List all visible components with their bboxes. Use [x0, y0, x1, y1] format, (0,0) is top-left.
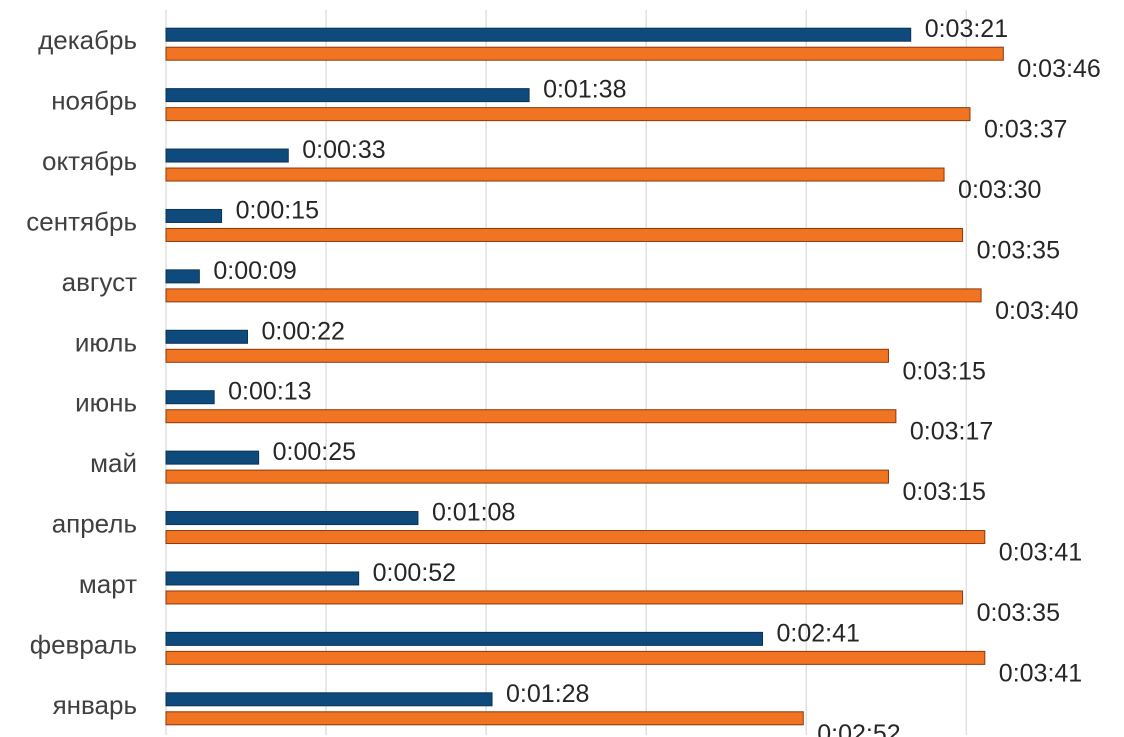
data-labels: 0:01:28 0:02:52 0:02:41 0:03:41 0:00:52 0:03:… — [213, 15, 1100, 737]
data-label: 0:03:41 — [999, 539, 1082, 567]
data-label: 0:00:09 — [213, 257, 296, 285]
category-label: февраль — [30, 629, 137, 659]
bar-series-2 — [165, 650, 986, 665]
bar-series-2 — [165, 348, 889, 363]
bar-series-1 — [165, 692, 493, 707]
bar-series-2 — [165, 107, 971, 122]
bar-series-1 — [165, 511, 419, 526]
data-label: 0:03:15 — [902, 357, 985, 385]
data-label: 0:03:17 — [910, 418, 993, 446]
bar-series-1 — [165, 390, 215, 405]
bar-series-1 — [165, 631, 764, 646]
bar-series-2 — [165, 46, 1004, 61]
data-label: 0:02:52 — [817, 720, 900, 737]
category-label: апрель — [52, 509, 137, 539]
bar-series-1 — [165, 88, 530, 103]
category-label: июнь — [75, 388, 137, 418]
data-label: 0:02:41 — [777, 619, 860, 647]
category-label: ноябрь — [51, 86, 137, 116]
bar-series-2 — [165, 590, 964, 605]
category-label: август — [62, 267, 137, 297]
bar-series-2 — [165, 167, 945, 182]
data-label: 0:03:37 — [984, 116, 1067, 144]
bar-series-2 — [165, 409, 897, 424]
bar-series-1 — [165, 269, 200, 284]
data-label: 0:00:52 — [373, 559, 456, 587]
data-label: 0:00:25 — [273, 438, 356, 466]
data-label: 0:03:41 — [999, 659, 1082, 687]
gridlines — [165, 10, 967, 735]
bar-series-1 — [165, 208, 223, 223]
category-label: декабрь — [38, 25, 137, 55]
data-label: 0:03:35 — [977, 599, 1060, 627]
category-label: январь — [53, 690, 137, 720]
data-label: 0:03:15 — [902, 478, 985, 506]
bar-series-1 — [165, 450, 260, 465]
bar-series-2 — [165, 530, 986, 545]
bar-series-1 — [165, 27, 912, 42]
bar-series-2 — [165, 227, 964, 242]
data-label: 0:03:30 — [958, 176, 1041, 204]
data-label: 0:01:28 — [506, 680, 589, 708]
data-label: 0:03:21 — [925, 15, 1008, 43]
category-label: сентябрь — [26, 206, 137, 236]
category-label: июль — [75, 327, 137, 357]
data-label: 0:03:35 — [977, 236, 1060, 264]
bar-series-2 — [165, 469, 889, 484]
data-label: 0:00:15 — [236, 196, 319, 224]
category-label: октябрь — [42, 146, 137, 176]
bar-series-2 — [165, 288, 982, 303]
data-label: 0:00:13 — [228, 378, 311, 406]
category-label: май — [90, 448, 137, 478]
data-label: 0:01:38 — [543, 76, 626, 104]
data-label: 0:03:40 — [995, 297, 1078, 325]
bar-series-1 — [165, 571, 360, 586]
category-axis: январь февраль март апрель май июнь июль август… — [26, 25, 137, 720]
data-label: 0:00:33 — [302, 136, 385, 164]
category-label: март — [79, 569, 137, 599]
bar-series-2 — [165, 711, 804, 726]
data-label: 0:03:46 — [1017, 55, 1100, 83]
data-label: 0:01:08 — [432, 499, 515, 527]
data-label: 0:00:22 — [262, 317, 345, 345]
bars — [165, 27, 1004, 726]
bar-series-1 — [165, 148, 289, 163]
bar-series-1 — [165, 329, 249, 344]
